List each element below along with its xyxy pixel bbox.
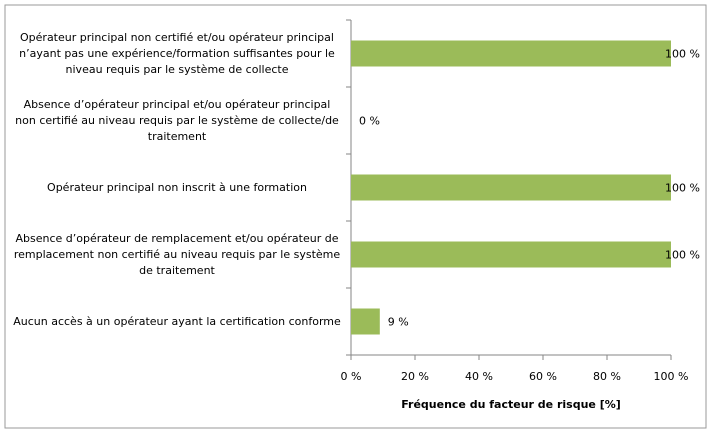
y-tick-label: Opérateur principal non inscrit à une fo… [47, 180, 307, 194]
x-tick-label: 20 % [401, 370, 429, 383]
x-tick-label: 40 % [465, 370, 493, 383]
x-tick-label: 60 % [529, 370, 557, 383]
y-tick-label: Opérateur principal non certifié et/ou o… [19, 30, 335, 76]
y-tick-label: Absence d’opérateur principal et/ou opér… [15, 97, 339, 143]
bar [351, 174, 671, 201]
x-tick-label: 0 % [341, 370, 362, 383]
value-label: 9 % [388, 316, 409, 329]
chart-frame [4, 4, 707, 429]
value-label: 100 % [665, 249, 700, 262]
bar [351, 308, 380, 335]
y-tick-label: Aucun accès à un opérateur ayant la cert… [13, 314, 341, 328]
x-axis-title: Fréquence du facteur de risque [%] [401, 398, 621, 411]
x-tick-label: 100 % [654, 370, 689, 383]
y-tick-label: Absence d’opérateur de remplacement et/o… [13, 231, 341, 277]
value-label: 0 % [359, 115, 380, 128]
value-label: 100 % [665, 182, 700, 195]
x-tick-label: 80 % [593, 370, 621, 383]
bar [351, 40, 671, 67]
bar [351, 241, 671, 268]
value-label: 100 % [665, 48, 700, 61]
